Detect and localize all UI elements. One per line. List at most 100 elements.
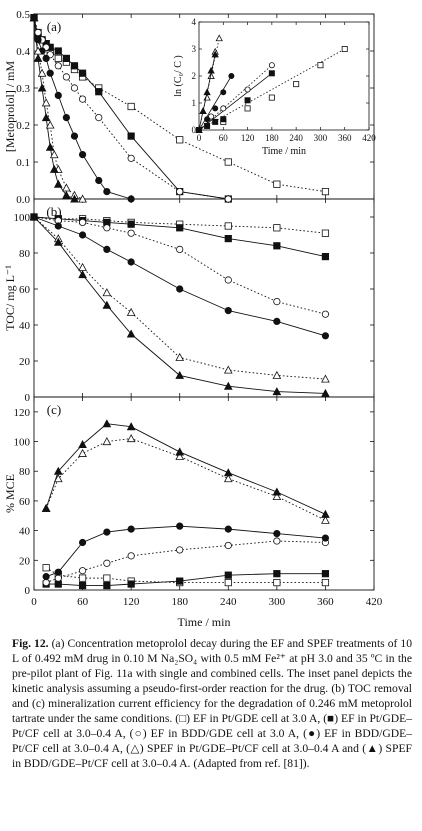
panel-c-point-triangle-filled <box>321 509 330 518</box>
inset-point-circle-open <box>268 62 275 69</box>
panel-a-point-circle-open <box>70 84 79 92</box>
figure-caption: Fig. 12. (a) Concentration metoprolol de… <box>12 636 412 771</box>
panel-c-point-square-filled <box>78 581 87 590</box>
panel-b-point-circle-open <box>127 229 135 237</box>
inset-point-square-open <box>268 94 275 101</box>
panel-c-point-square-filled <box>273 570 281 578</box>
inset-point-circle-open <box>220 105 227 112</box>
panel-b-point-square-filled <box>127 220 135 228</box>
panel-a-point-triangle-open <box>62 183 71 192</box>
panel-a-ytick-label: 0.0 <box>16 194 30 206</box>
panel-c-point-triangle-open <box>175 451 185 460</box>
panel-c-point-triangle-open <box>102 437 112 446</box>
panel-c-point-square-open <box>224 578 232 587</box>
panel-c-ytick-label: 100 <box>14 437 31 449</box>
panel-c-point-triangle-open <box>272 491 282 500</box>
panel-c-point-circle-filled <box>273 529 281 538</box>
panel-c-point-square-filled <box>103 581 111 590</box>
panel-c-series-line-square-filled <box>46 573 326 586</box>
inset-point-circle-open <box>244 86 251 93</box>
panel-c-point-circle-open <box>176 546 184 554</box>
panel-c-point-triangle-filled <box>41 503 51 512</box>
inset-point-triangle-filled <box>203 88 211 96</box>
panel-a-point-circle-open <box>62 73 70 81</box>
panel-b-point-triangle-filled <box>53 237 63 246</box>
panel-a-point-triangle-open <box>78 194 87 203</box>
panel-a-ytick-label: 0.3 <box>16 83 30 95</box>
panel-a-point-square-open <box>127 102 135 111</box>
panel-c-point-circle-filled <box>321 534 330 542</box>
panel-c-point-square-open <box>42 564 50 572</box>
panel-a-point-circle-filled <box>34 36 42 44</box>
panel-c-point-circle-filled <box>224 525 232 533</box>
panel-b-point-square-open <box>321 229 330 237</box>
panel-b-point-circle-filled <box>127 258 135 266</box>
inset-ytick-label: 0 <box>192 125 197 135</box>
panel-c-point-square-open <box>321 578 330 587</box>
panel-c-point-triangle-open <box>78 448 87 457</box>
panel-a-ytick-label: 0.5 <box>16 9 30 21</box>
panel-a-point-circle-filled <box>62 114 70 122</box>
panel-b-point-triangle-open <box>126 307 136 316</box>
panel-c-point-square-open <box>103 574 111 582</box>
panel-c-xtick-label: 60 <box>77 596 89 608</box>
inset-point-square-filled <box>244 97 251 104</box>
inset-point-square-open <box>341 46 348 53</box>
inset-ytick-label: 1 <box>192 98 197 108</box>
panel-c-point-triangle-filled <box>223 468 233 477</box>
panel-c-point-triangle-open <box>321 515 330 524</box>
inset-fit-line-circle-open <box>198 64 273 131</box>
panel-a-point-square-filled <box>78 69 87 77</box>
panel-c-ytick-label: 20 <box>19 555 31 567</box>
inset-xtick-label: 60 <box>219 133 229 143</box>
panel-a-point-circle-open <box>54 62 62 70</box>
panel-c-point-square-filled <box>224 571 232 579</box>
panel-a-point-circle-open <box>224 195 232 203</box>
axes-layer: 0.0 0.1 0.2 0.3 0.4 0.5 (a) [Metoprolol] / mM 0 2… <box>3 9 383 628</box>
panel-c-series-line-circle-filled <box>45 525 326 578</box>
panel-b-point-square-filled <box>321 252 330 261</box>
inset-point-triangle-filled <box>207 66 215 74</box>
panel-b-ytick-label: 40 <box>19 320 31 332</box>
inset-frame <box>198 21 370 131</box>
markers-layer <box>29 13 330 590</box>
panel-a-point-circle-open <box>95 114 103 122</box>
panel-a-point-triangle-open <box>45 120 55 129</box>
panel-a-point-triangle-filled <box>53 179 63 188</box>
panel-b-point-circle-filled <box>54 222 62 230</box>
panel-a-point-triangle-filled <box>45 142 55 151</box>
panel-c-xtick-label: 300 <box>269 596 286 608</box>
panel-a-label: (a) <box>47 19 61 34</box>
panel-a-ytick-label: 0.4 <box>16 46 30 58</box>
panel-c-point-triangle-filled <box>53 466 63 475</box>
panel-c-point-circle-open <box>54 574 62 582</box>
panel-a-point-circle-open <box>127 154 135 162</box>
inset-xtick-label: 300 <box>314 133 328 143</box>
panel-b-point-triangle-open <box>272 370 282 379</box>
panel-c-point-square-filled <box>176 577 184 585</box>
inset-point-square-filled <box>212 118 219 125</box>
panel-b-point-circle-open <box>103 224 111 232</box>
panel-c-point-circle-filled <box>78 538 87 547</box>
panel-a-point-circle-filled <box>95 176 103 185</box>
panel-a-point-circle-filled <box>54 91 62 100</box>
inset-point-triangle-filled <box>195 126 203 133</box>
panel-c-point-circle-filled <box>42 573 50 581</box>
panel-c-ytick-label: 40 <box>19 526 31 538</box>
panel-a-point-triangle-filled <box>29 13 39 22</box>
panel-b-series-line-triangle-open <box>33 216 326 380</box>
panel-c-xtick-label: 420 <box>366 596 383 608</box>
panel-b-point-circle-open <box>321 310 330 318</box>
panel-a-point-circle-filled <box>78 151 87 159</box>
panel-b-point-square-filled <box>273 242 281 250</box>
panel-c-ytick-label: 0 <box>25 585 31 597</box>
panel-a-point-square-open <box>273 180 281 188</box>
panel-c-point-circle-open <box>273 537 281 545</box>
panel-b-point-circle-filled <box>273 317 281 325</box>
inset-point-square-filled <box>268 70 275 77</box>
panel-a-point-square-filled <box>62 54 70 63</box>
panel-b-ylabel: TOC/ mg L⁻¹ <box>3 265 17 331</box>
panel-b-point-triangle-filled <box>321 388 330 397</box>
panel-b-point-triangle-filled <box>175 370 185 379</box>
inset-ytick-label: 4 <box>192 17 197 27</box>
